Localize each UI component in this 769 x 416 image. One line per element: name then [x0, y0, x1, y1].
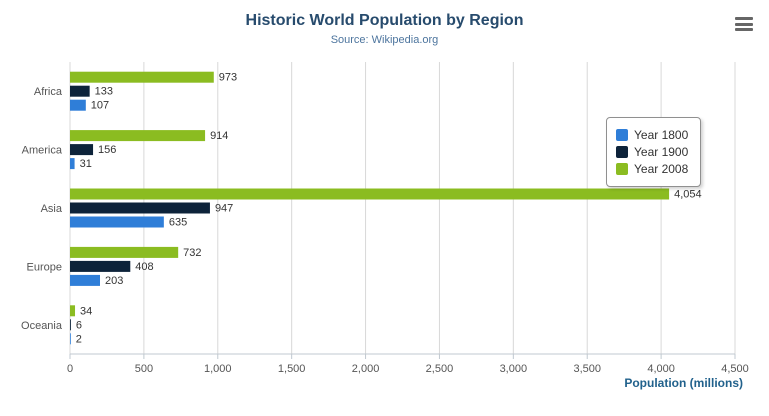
- data-label: 4,054: [674, 189, 702, 201]
- hamburger-icon: [735, 28, 753, 31]
- x-axis-title: Population (millions): [624, 376, 743, 390]
- data-label: 973: [219, 72, 237, 84]
- bar-year-1800-asia[interactable]: [70, 216, 164, 228]
- hamburger-icon: [735, 17, 753, 20]
- legend-swatch: [616, 163, 628, 175]
- x-axis-label: 3,500: [573, 363, 601, 375]
- legend-item-year-1900[interactable]: Year 1900: [616, 145, 688, 159]
- category-label: Oceania: [21, 320, 63, 332]
- data-label: 2: [76, 333, 82, 345]
- category-label: Europe: [27, 261, 62, 273]
- bar-year-1800-africa[interactable]: [70, 99, 86, 111]
- export-menu-button[interactable]: [735, 17, 753, 31]
- data-label: 6: [76, 319, 82, 331]
- bar-year-1800-oceania[interactable]: [70, 333, 71, 345]
- bar-year-1900-asia[interactable]: [70, 202, 210, 214]
- legend-swatch: [616, 146, 628, 158]
- x-axis-label: 500: [135, 363, 153, 375]
- bar-year-1900-america[interactable]: [70, 144, 94, 156]
- data-label: 107: [91, 100, 109, 112]
- chart-title: Historic World Population by Region: [245, 12, 524, 29]
- data-label: 31: [80, 158, 92, 170]
- legend: Year 1800 Year 1900 Year 2008: [606, 117, 702, 187]
- bar-year-2008-europe[interactable]: [70, 246, 179, 258]
- data-label: 203: [105, 275, 123, 287]
- x-axis-label: 0: [67, 363, 73, 375]
- data-label: 156: [98, 144, 116, 156]
- x-axis-label: 2,500: [426, 363, 454, 375]
- x-axis-label: 4,000: [647, 363, 675, 375]
- bar-year-1800-america[interactable]: [70, 158, 75, 170]
- legend-label: Year 2008: [634, 162, 689, 176]
- x-axis-label: 2,000: [352, 363, 380, 375]
- data-label: 635: [169, 217, 187, 229]
- bar-year-2008-oceania[interactable]: [70, 305, 76, 317]
- bar-year-2008-asia[interactable]: [70, 188, 670, 200]
- data-label: 947: [215, 203, 233, 215]
- x-axis-label: 4,500: [721, 363, 749, 375]
- legend-label: Year 1800: [634, 128, 689, 142]
- x-axis-label: 1,000: [204, 363, 232, 375]
- category-label: America: [22, 145, 63, 157]
- category-label: Asia: [41, 203, 63, 215]
- data-label: 914: [210, 130, 228, 142]
- bar-year-1900-oceania[interactable]: [70, 319, 71, 331]
- legend-label: Year 1900: [634, 145, 689, 159]
- x-axis-label: 3,000: [500, 363, 528, 375]
- x-axis-label: 1,500: [278, 363, 306, 375]
- bar-year-2008-america[interactable]: [70, 130, 206, 142]
- chart-subtitle: Source: Wikipedia.org: [330, 34, 439, 46]
- category-label: Africa: [34, 86, 63, 98]
- legend-item-year-2008[interactable]: Year 2008: [616, 162, 688, 176]
- data-label: 133: [95, 86, 113, 98]
- legend-swatch: [616, 129, 628, 141]
- hamburger-icon: [735, 22, 753, 26]
- bar-year-1900-europe[interactable]: [70, 260, 131, 272]
- bar-year-1900-africa[interactable]: [70, 85, 90, 97]
- data-label: 408: [135, 261, 153, 273]
- data-label: 34: [80, 305, 92, 317]
- bar-year-2008-africa[interactable]: [70, 71, 214, 83]
- data-label: 732: [183, 247, 201, 259]
- legend-item-year-1800[interactable]: Year 1800: [616, 128, 688, 142]
- bar-year-1800-europe[interactable]: [70, 274, 100, 286]
